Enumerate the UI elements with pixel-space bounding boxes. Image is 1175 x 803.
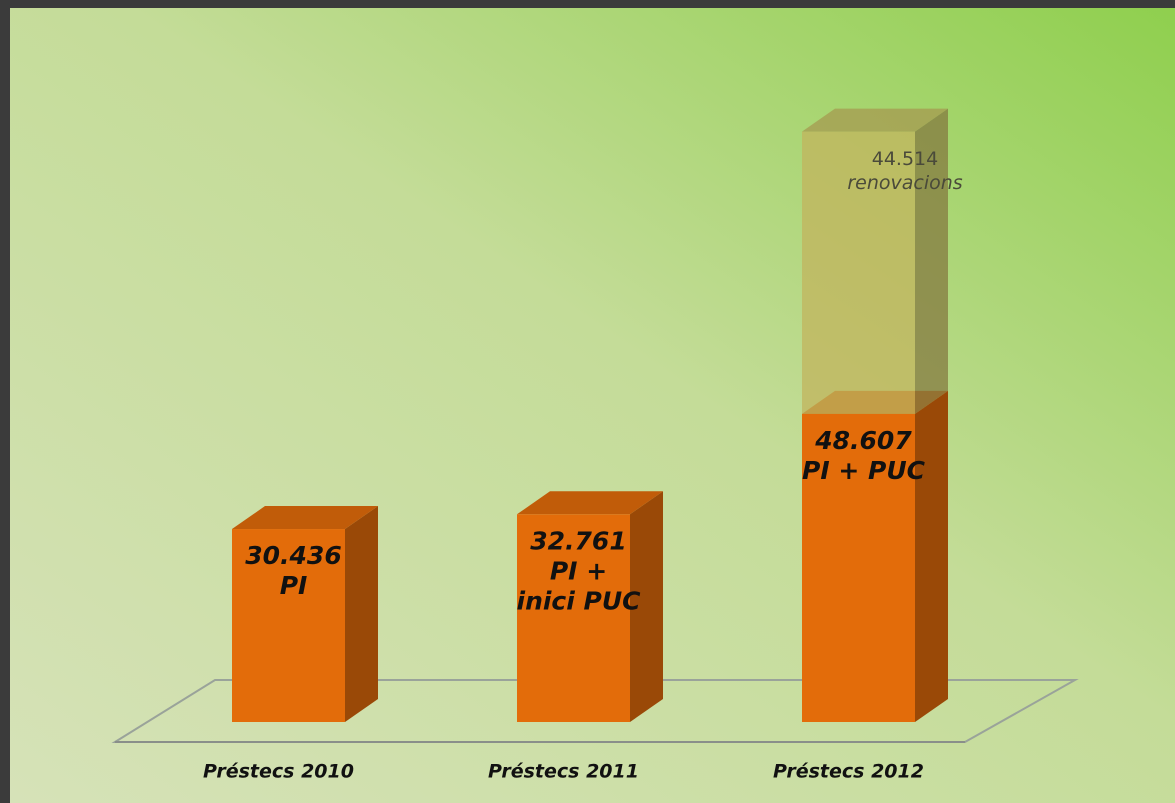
value-label: 32.761 — [530, 526, 626, 555]
bar-side — [915, 390, 948, 722]
bar-side — [630, 491, 663, 722]
x-tick-label: Préstecs 2012 — [773, 761, 924, 783]
bar-side — [915, 108, 948, 414]
bar-top — [517, 491, 663, 515]
bar-description: PI — [280, 571, 308, 600]
bar — [232, 529, 345, 722]
bar-side — [345, 506, 378, 722]
bar — [802, 131, 915, 414]
bar — [802, 413, 915, 722]
value-label: 30.436 — [245, 541, 341, 570]
value-label: 44.514 — [872, 148, 938, 170]
bar — [517, 514, 630, 722]
value-label: 48.607 — [814, 426, 912, 455]
x-tick-label: Préstecs 2011 — [488, 761, 639, 783]
bar-description: PI + — [550, 556, 607, 585]
x-tick-label: Préstecs 2010 — [203, 761, 354, 783]
bar-top — [802, 108, 948, 132]
bar-description: inici PUC — [517, 586, 642, 615]
bar-description: PI + PUC — [802, 456, 926, 485]
bar-description: renovacions — [847, 172, 962, 194]
bar-top — [232, 506, 378, 530]
